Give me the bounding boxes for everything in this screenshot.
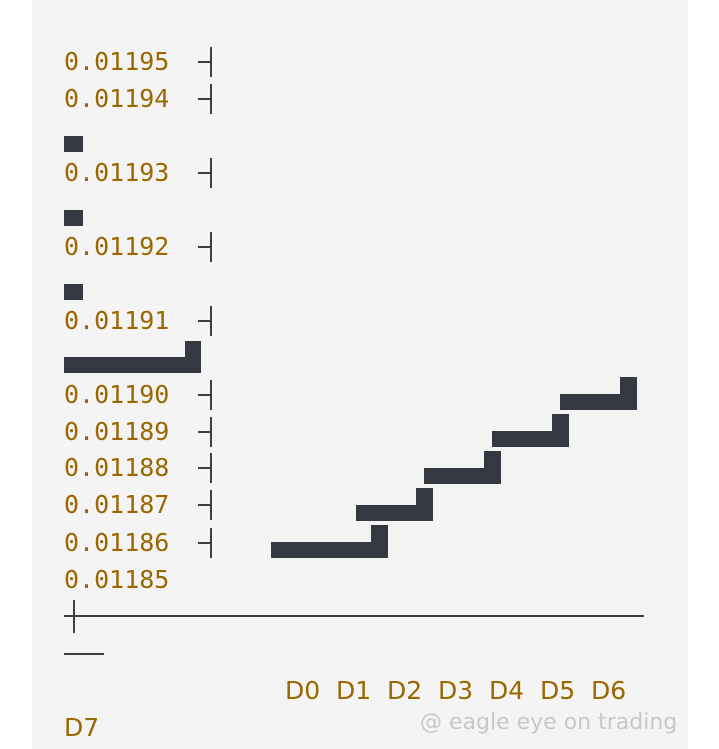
y-tick-label: 0.01190	[64, 380, 170, 409]
step-segment	[492, 431, 552, 447]
y-tick-mark	[198, 380, 212, 410]
y-tick-label: 0.01188	[64, 453, 170, 482]
step-riser	[416, 488, 433, 521]
stray-block	[64, 210, 83, 226]
y-tick-mark	[198, 528, 212, 558]
watermark: @ eagle eye on trading	[420, 710, 678, 735]
stray-bar-step	[185, 341, 201, 373]
stray-block	[64, 136, 83, 152]
y-tick-mark	[198, 453, 212, 483]
y-tick-label: 0.01194	[64, 84, 170, 113]
y-tick-label: 0.01191	[64, 306, 170, 335]
y-tick-mark	[198, 47, 212, 77]
y-tick-mark	[198, 84, 212, 114]
y-tick-label: 0.01195	[64, 47, 170, 76]
step-riser	[620, 377, 637, 410]
stray-bar	[64, 357, 185, 373]
step-segment	[356, 505, 416, 521]
x-tick-label: D0	[285, 676, 321, 705]
x-tick-label: D1	[336, 676, 372, 705]
chart-panel	[32, 0, 688, 749]
x-axis-line	[64, 615, 644, 617]
x-tick-label: D5	[540, 676, 576, 705]
axis-dash	[64, 653, 104, 655]
x-tick-label: D2	[387, 676, 423, 705]
step-riser	[484, 451, 501, 484]
y-tick-mark	[198, 232, 212, 262]
y-tick-label: 0.01192	[64, 232, 170, 261]
y-tick-label: 0.01186	[64, 528, 170, 557]
y-tick-label: 0.01193	[64, 158, 170, 187]
x-tick-label: D7	[64, 713, 100, 742]
y-tick-mark	[198, 417, 212, 447]
y-tick-mark	[198, 490, 212, 520]
stray-block	[64, 284, 83, 300]
y-tick-label: 0.01189	[64, 417, 170, 446]
y-tick-mark	[198, 306, 212, 336]
x-tick-label: D4	[489, 676, 525, 705]
step-riser	[552, 414, 569, 447]
axis-origin-tick	[73, 600, 75, 633]
y-tick-mark	[198, 158, 212, 188]
step-segment	[424, 468, 484, 484]
x-tick-label: D6	[591, 676, 627, 705]
y-tick-label: 0.01185	[64, 565, 170, 594]
step-riser	[371, 525, 388, 558]
x-tick-label: D3	[438, 676, 474, 705]
y-tick-label: 0.01187	[64, 490, 170, 519]
step-segment	[271, 542, 371, 558]
step-segment	[560, 394, 620, 410]
